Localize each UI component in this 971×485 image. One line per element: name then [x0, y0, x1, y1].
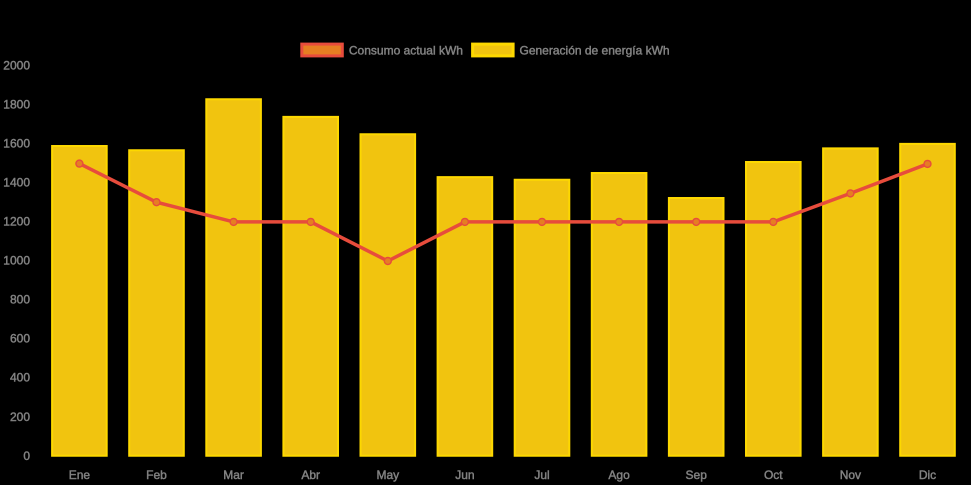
svg-text:Feb: Feb [146, 468, 167, 482]
svg-text:Dic: Dic [919, 468, 936, 482]
svg-text:1200: 1200 [3, 215, 30, 229]
svg-text:Jul: Jul [534, 468, 549, 482]
svg-text:1600: 1600 [3, 136, 30, 150]
svg-text:800: 800 [10, 293, 30, 307]
svg-text:0: 0 [23, 449, 30, 463]
svg-text:Mar: Mar [223, 468, 244, 482]
svg-text:2000: 2000 [3, 58, 30, 72]
svg-text:Jun: Jun [455, 468, 474, 482]
svg-text:400: 400 [10, 371, 30, 385]
svg-text:Sep: Sep [686, 468, 708, 482]
svg-text:1400: 1400 [3, 175, 30, 189]
svg-text:Generación de energía kWh: Generación de energía kWh [520, 43, 670, 57]
svg-text:200: 200 [10, 410, 30, 424]
svg-text:600: 600 [10, 332, 30, 346]
svg-text:Abr: Abr [301, 468, 320, 482]
svg-text:Consumo actual kWh: Consumo actual kWh [349, 43, 463, 57]
svg-text:Oct: Oct [764, 468, 783, 482]
svg-text:Ene: Ene [69, 468, 91, 482]
svg-text:1000: 1000 [3, 254, 30, 268]
svg-text:May: May [376, 468, 399, 482]
svg-text:Ago: Ago [608, 468, 630, 482]
svg-text:1800: 1800 [3, 97, 30, 111]
svg-text:Nov: Nov [840, 468, 861, 482]
